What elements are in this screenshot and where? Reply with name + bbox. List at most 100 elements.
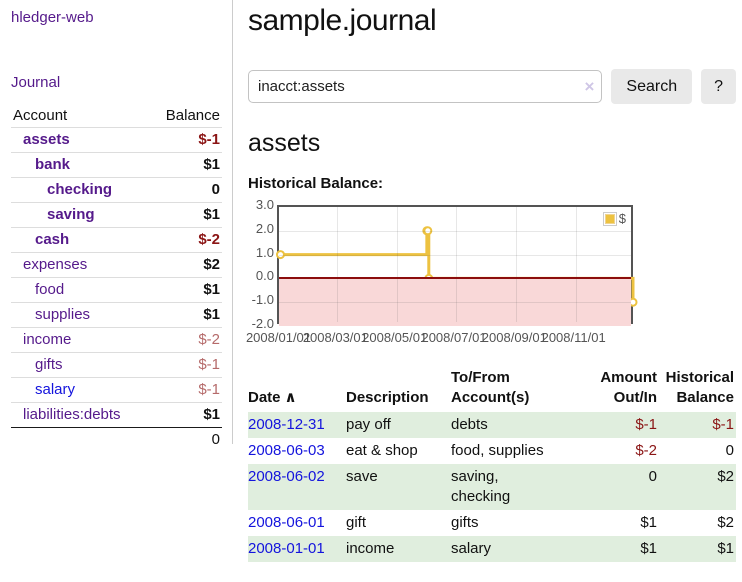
account-link-salary[interactable]: salary (35, 381, 76, 398)
y-axis-tick: 3.0 (255, 197, 274, 212)
transaction-date-link[interactable]: 2008-06-02 (248, 468, 325, 485)
app-brand-link[interactable]: hledger-web (11, 9, 94, 26)
main-content: sample.journal × Search ? assets Histori… (246, 0, 742, 562)
search-box: × (248, 70, 603, 103)
x-axis-tick: 2008/05/01 (362, 330, 428, 345)
account-link-liabilities-debts[interactable]: liabilities:debts (23, 406, 121, 423)
y-axis-tick: 1.0 (255, 244, 274, 260)
help-button[interactable]: ? (701, 69, 736, 104)
transaction-date-link[interactable]: 2008-12-31 (248, 416, 325, 433)
clear-search-icon[interactable]: × (584, 77, 595, 96)
account-row-salary: salary $-1 (11, 377, 222, 403)
account-link-checking[interactable]: checking (47, 181, 113, 198)
transaction-row: 2008-06-03 eat & shop food, supplies $-2… (248, 438, 736, 464)
transaction-accounts: debts (451, 416, 488, 433)
accounts-total-value: 0 (148, 427, 222, 452)
gridline (396, 207, 398, 322)
chart-plot-area: $ (276, 205, 638, 326)
gridline (456, 207, 458, 322)
legend-swatch-icon (602, 211, 617, 226)
search-input[interactable] (248, 70, 603, 103)
account-balance: $-2 (148, 227, 222, 253)
chart-legend: $ (602, 211, 626, 226)
account-link-expenses[interactable]: expenses (23, 256, 88, 273)
account-balance: $1 (148, 402, 222, 428)
account-balance: $-2 (148, 327, 222, 353)
account-link-gifts[interactable]: gifts (35, 356, 63, 373)
account-row-food: food $1 (11, 277, 222, 303)
header-description: Description (346, 389, 429, 406)
account-link-food[interactable]: food (35, 281, 65, 298)
sidebar: hledger-web Journal Account Balance asse… (0, 0, 233, 452)
negative-region (279, 278, 631, 326)
register-header-row: Date ∧ Description To/From Account(s) Amo… (248, 366, 736, 412)
transaction-description: save (346, 468, 378, 485)
gridline (279, 254, 631, 256)
account-row-gifts: gifts $-1 (11, 352, 222, 378)
account-row-saving: saving $1 (11, 202, 222, 228)
account-link-bank[interactable]: bank (35, 156, 71, 173)
header-amount: Amount Out/In (600, 369, 657, 406)
transaction-row: 2008-01-01 income salary $1 $1 (248, 536, 736, 562)
sort-asc-icon: ∧ (284, 389, 297, 406)
transaction-balance: $-1 (712, 416, 734, 433)
account-link-saving[interactable]: saving (47, 206, 95, 223)
account-balance: $1 (148, 277, 222, 303)
x-axis-tick: 2008/11/01 (541, 330, 606, 345)
transaction-description: income (346, 540, 395, 557)
x-axis-tick: 2008/07/01 (421, 330, 487, 345)
account-row-supplies: supplies $1 (11, 302, 222, 328)
accounts-header-account: Account (13, 107, 68, 124)
transaction-row: 2008-06-01 gift gifts $1 $2 (248, 510, 736, 536)
account-link-cash[interactable]: cash (35, 231, 70, 248)
transaction-accounts: food, supplies (451, 442, 544, 459)
search-button[interactable]: Search (611, 69, 693, 104)
transaction-amount: $-2 (635, 442, 657, 459)
header-balance: Historical Balance (665, 369, 734, 406)
gridline (516, 207, 518, 322)
account-balance: $2 (148, 252, 222, 278)
account-link-supplies[interactable]: supplies (35, 306, 91, 323)
nav-journal-link[interactable]: Journal (11, 74, 61, 91)
transaction-accounts: saving, checking (451, 468, 511, 505)
account-balance: $-1 (148, 377, 222, 403)
account-balance: 0 (148, 177, 222, 203)
account-link-income[interactable]: income (23, 331, 72, 348)
accounts-header-row: Account Balance (11, 105, 222, 128)
gridline (337, 207, 339, 322)
y-axis-tick: -1.0 (251, 292, 274, 308)
chart-heading: Historical Balance: (248, 175, 384, 192)
transaction-balance: $2 (717, 468, 734, 485)
historical-balance-chart: $ 3.0 2.0 1.0 0.0 -1.0 -2.0 2008/01/01 2008/03/… (246, 197, 668, 351)
account-balance: $-1 (148, 352, 222, 378)
x-axis-tick: 2008/09/01 (481, 330, 547, 345)
transaction-amount: 0 (648, 468, 657, 485)
zero-line (279, 277, 631, 280)
transaction-date-link[interactable]: 2008-06-03 (248, 442, 325, 459)
account-balance: $1 (148, 202, 222, 228)
transaction-date-link[interactable]: 2008-06-01 (248, 514, 325, 531)
transaction-date-link[interactable]: 2008-01-01 (248, 540, 325, 557)
register-table: Date ∧ Description To/From Account(s) Amo… (248, 366, 736, 562)
legend-label: $ (618, 211, 626, 226)
accounts-total-row: 0 (11, 427, 222, 452)
account-row-income: income $-2 (11, 327, 222, 353)
y-axis-tick: 0.0 (255, 268, 274, 284)
gridline (279, 230, 631, 232)
account-row-checking: checking 0 (11, 177, 222, 203)
y-axis-tick: 2.0 (255, 220, 274, 236)
transaction-accounts: salary (451, 540, 492, 557)
account-balance: $1 (148, 302, 222, 328)
transaction-row: 2008-06-02 save saving, checking 0 $2 (248, 464, 736, 510)
search-form: × Search ? (248, 69, 736, 104)
transaction-balance: 0 (725, 442, 734, 459)
transaction-row: 2008-12-31 pay off debts $-1 $-1 (248, 412, 736, 438)
transaction-description: pay off (346, 416, 391, 433)
account-row-assets: assets $-1 (11, 127, 222, 153)
transaction-description: eat & shop (346, 442, 418, 459)
account-row-liabilities-debts: liabilities:debts $1 (11, 402, 222, 428)
account-link-assets[interactable]: assets (23, 131, 70, 148)
transaction-amount: $1 (640, 514, 657, 531)
gridline (279, 302, 631, 304)
header-date[interactable]: Date ∧ (248, 389, 297, 406)
